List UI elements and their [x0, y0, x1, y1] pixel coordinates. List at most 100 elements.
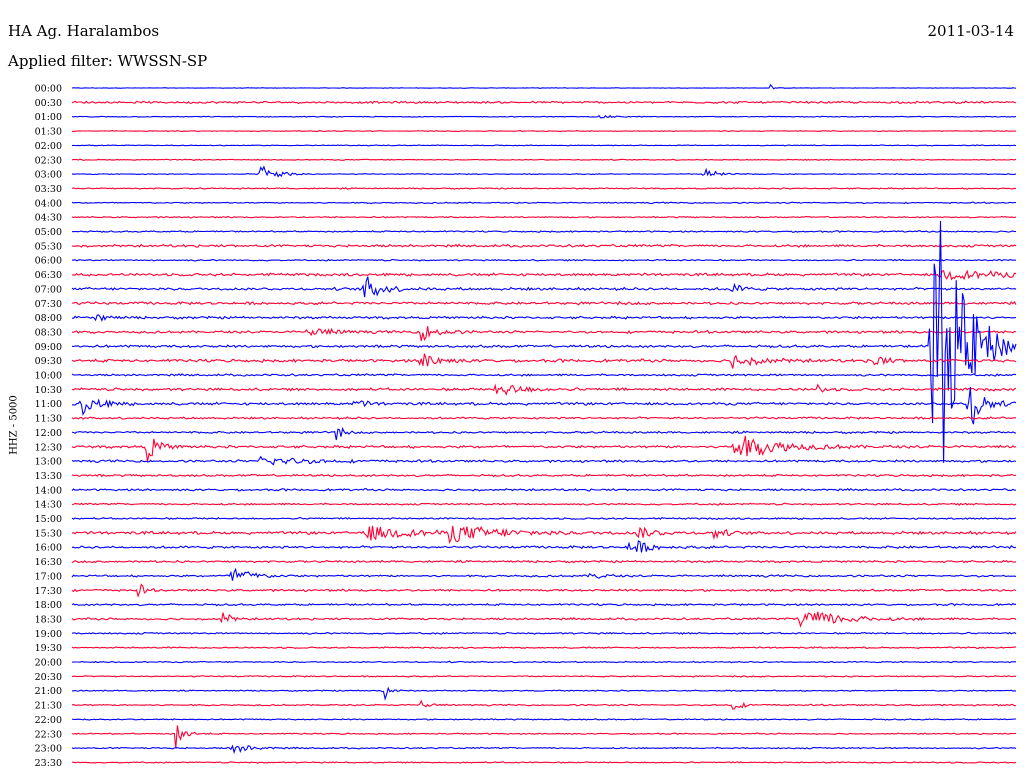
trace-row-38 — [71, 631, 1017, 635]
trace-row-29 — [71, 502, 1017, 506]
trace-row-36 — [71, 602, 1017, 607]
row-time-label: 21:00 — [35, 686, 62, 697]
row-time-label: 09:00 — [35, 342, 62, 353]
trace-row-1 — [71, 100, 1017, 105]
trace-row-43 — [72, 699, 1017, 710]
row-time-label: 15:00 — [35, 514, 62, 525]
trace-row-21 — [71, 383, 1017, 396]
trace-row-2 — [71, 114, 1017, 119]
trace-row-12 — [71, 258, 1017, 262]
trace-row-18 — [71, 220, 1017, 463]
row-time-label: 06:30 — [35, 270, 62, 281]
trace-row-41 — [71, 674, 1017, 678]
row-time-label: 02:00 — [35, 141, 62, 152]
trace-row-23 — [71, 416, 1017, 420]
trace-row-0 — [71, 83, 1017, 90]
trace-row-10 — [71, 230, 1017, 234]
row-time-label: 12:30 — [35, 442, 62, 453]
row-time-label: 16:00 — [35, 543, 62, 554]
row-time-label: 11:00 — [35, 399, 62, 410]
row-time-label: 07:00 — [35, 284, 62, 295]
row-time-label: 11:30 — [35, 414, 62, 425]
row-time-label: 00:30 — [35, 98, 62, 109]
row-time-label: 20:30 — [35, 672, 62, 683]
trace-row-44 — [71, 718, 1016, 721]
row-time-label: 21:30 — [35, 701, 62, 712]
row-time-label: 10:30 — [35, 385, 62, 396]
trace-row-27 — [71, 473, 1017, 478]
trace-row-19 — [71, 353, 1017, 369]
trace-row-47 — [71, 761, 1017, 764]
row-time-label: 19:00 — [35, 629, 62, 640]
trace-row-5 — [71, 158, 1017, 161]
trace-row-45 — [71, 725, 1017, 749]
trace-row-32 — [71, 540, 1017, 553]
row-time-label: 18:30 — [35, 614, 62, 625]
trace-row-37 — [71, 611, 1017, 628]
trace-row-33 — [71, 559, 1017, 564]
row-time-label: 15:30 — [35, 528, 62, 539]
row-time-label: 08:30 — [35, 327, 62, 338]
trace-row-34 — [71, 567, 1017, 581]
trace-row-26 — [71, 455, 1017, 466]
row-time-label: 13:00 — [35, 457, 62, 468]
row-time-label: 06:00 — [35, 256, 62, 267]
row-time-label: 22:30 — [35, 729, 62, 740]
trace-row-9 — [71, 215, 1017, 219]
row-time-label: 16:30 — [35, 557, 62, 568]
row-time-label: 22:00 — [35, 715, 62, 726]
trace-row-6 — [71, 165, 1017, 178]
row-time-label: 10:00 — [35, 371, 62, 382]
trace-row-22 — [71, 386, 1017, 425]
trace-row-20 — [71, 373, 1017, 377]
trace-row-13 — [71, 269, 1017, 281]
row-time-label: 09:30 — [35, 356, 62, 367]
row-time-label: 05:30 — [35, 241, 62, 252]
trace-row-24 — [71, 426, 1017, 441]
trace-row-17 — [71, 326, 1017, 342]
row-time-label: 04:30 — [35, 213, 62, 224]
row-time-label: 07:30 — [35, 299, 62, 310]
row-time-label: 13:30 — [35, 471, 62, 482]
row-time-label: 00:00 — [35, 84, 62, 95]
trace-row-11 — [71, 243, 1017, 248]
filter-label: Applied filter: WWSSN-SP — [8, 52, 208, 70]
trace-row-46 — [71, 744, 1017, 755]
trace-row-30 — [71, 516, 1017, 521]
trace-row-4 — [71, 144, 1017, 147]
trace-row-16 — [71, 314, 1017, 322]
trace-row-25 — [71, 435, 1017, 462]
row-time-label: 19:30 — [35, 643, 62, 654]
trace-row-35 — [71, 583, 1017, 598]
row-time-label: 18:00 — [35, 600, 62, 611]
row-time-label: 03:30 — [35, 184, 62, 195]
row-time-label: 02:30 — [35, 155, 62, 166]
row-time-label: 14:00 — [35, 485, 62, 496]
trace-row-31 — [71, 525, 1017, 545]
row-time-label: 23:00 — [35, 744, 62, 755]
trace-row-8 — [71, 201, 1016, 205]
trace-row-42 — [71, 686, 1017, 701]
trace-row-3 — [71, 130, 1017, 133]
row-time-label: 04:00 — [35, 198, 62, 209]
trace-row-14 — [71, 276, 1017, 298]
row-time-label: 14:30 — [35, 500, 62, 511]
row-time-label: 08:00 — [35, 313, 62, 324]
row-time-label: 23:30 — [35, 758, 62, 769]
row-time-label: 01:30 — [35, 127, 62, 138]
trace-row-39 — [71, 646, 1016, 650]
row-time-label: 01:00 — [35, 112, 62, 123]
row-time-label: 20:00 — [35, 658, 62, 669]
trace-row-15 — [71, 300, 1017, 306]
row-time-label: 12:00 — [35, 428, 62, 439]
station-title: HA Ag. Haralambos — [8, 22, 160, 40]
row-time-label: 05:00 — [35, 227, 62, 238]
trace-row-7 — [71, 187, 1017, 190]
trace-row-28 — [71, 487, 1017, 492]
row-time-label: 03:00 — [35, 170, 62, 181]
row-time-label: 17:30 — [35, 586, 62, 597]
row-time-label: 17:00 — [35, 571, 62, 582]
trace-row-40 — [71, 660, 1017, 664]
date-label: 2011-03-14 — [927, 22, 1014, 40]
